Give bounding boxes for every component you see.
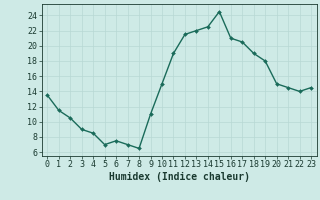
X-axis label: Humidex (Indice chaleur): Humidex (Indice chaleur) bbox=[109, 172, 250, 182]
